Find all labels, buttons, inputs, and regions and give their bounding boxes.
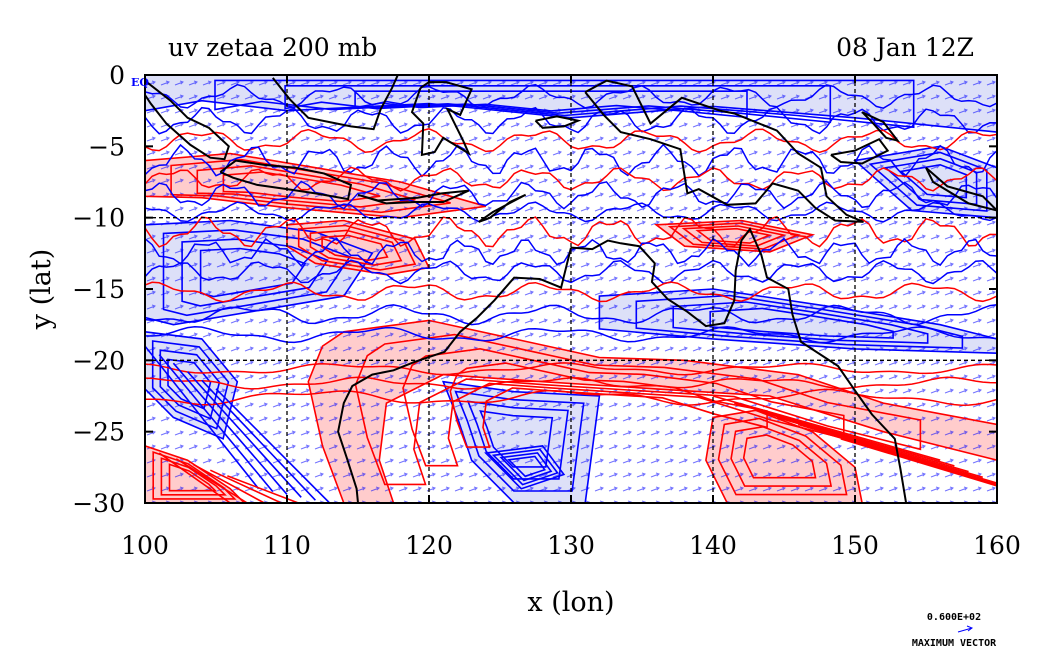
negative-contour-4-1 <box>214 79 915 129</box>
x-tick-label-150: 150 <box>831 531 879 560</box>
negative-contour-5-1 <box>868 151 988 212</box>
vector-legend-arrow <box>957 627 973 633</box>
negative-contour-6-3 <box>507 455 547 478</box>
coastline-java <box>219 159 353 201</box>
negative-contour-1-0 <box>441 380 601 503</box>
positive-contour-1-0 <box>705 409 863 503</box>
negative-contour-0-0 <box>145 330 239 440</box>
positive-contour-4-1 <box>297 224 417 271</box>
coastline-australia <box>570 227 908 503</box>
se-contour-1 <box>734 402 955 467</box>
se-contour-0 <box>712 395 941 461</box>
negative-contour-1-3 <box>479 410 554 468</box>
vector-legend-label: MAXIMUM VECTOR <box>912 638 997 649</box>
negative-contour-3-3 <box>709 307 894 339</box>
negative-contour-0-1 <box>151 340 230 430</box>
x-tick-label-140: 140 <box>689 531 737 560</box>
coastline-solomons <box>925 166 997 212</box>
x-axis-label: x (lon) <box>527 587 614 618</box>
positive-contour-0-2 <box>402 347 845 467</box>
negative-contour-1-1 <box>454 390 585 492</box>
sw-pos-contour-0 <box>158 452 231 503</box>
y-tick-label-15: −15 <box>72 275 125 304</box>
y-tick-label-10: −10 <box>72 204 125 233</box>
positive-contour-5-3 <box>695 227 773 244</box>
zonal-contour-11 <box>145 304 997 326</box>
se-contour-3 <box>776 416 984 479</box>
sw-contour-1 <box>158 354 274 493</box>
negative-contour-3-0 <box>598 288 997 355</box>
coastline-new-ireland <box>861 111 901 143</box>
coastline-new-britain <box>830 137 890 165</box>
sw-pos-contour-3 <box>209 469 282 503</box>
coastline-west <box>337 247 572 503</box>
chart-title: uv zetaa 200 mb <box>168 33 377 62</box>
positive-contour-2-3 <box>168 463 218 492</box>
se-contour-2 <box>755 409 969 473</box>
y-tick-label-20: −20 <box>72 346 125 375</box>
zonal-contour-10 <box>145 281 997 303</box>
negative-contour-3-1 <box>635 294 964 349</box>
chart-subtitle: 08 Jan 12Z <box>836 33 974 62</box>
positive-contour-1-2 <box>730 425 833 487</box>
sw-contour-4 <box>201 379 316 501</box>
y-axis-label: y (lat) <box>26 249 57 331</box>
sw-contour-3 <box>187 371 302 498</box>
y-tick-label-5: −5 <box>88 132 125 161</box>
equator-label: EQ <box>131 76 149 89</box>
coastline-sulawesi <box>410 81 473 157</box>
coastline-borneo <box>272 75 399 131</box>
sw-contour-2 <box>172 362 288 495</box>
sw-contour-5 <box>215 388 331 503</box>
coastlines <box>145 75 997 503</box>
y-tick-labels: 0 −5 −10 −15 −20 −25 −30 <box>72 61 125 518</box>
negative-contour-1-2 <box>466 400 569 480</box>
x-tick-label-120: 120 <box>405 531 453 560</box>
positive-contour-0-3 <box>449 362 768 448</box>
negative-contour-4-2 <box>284 85 832 124</box>
negative-contour-6-1 <box>491 448 559 486</box>
zonal-contour-9 <box>145 259 997 285</box>
positive-contour-4-0 <box>286 219 431 276</box>
positive-contour-1-3 <box>742 434 817 479</box>
y-tick-label-25: −25 <box>72 418 125 447</box>
sw-pos-contour-1 <box>175 458 248 503</box>
positive-contour-5-0 <box>653 219 816 253</box>
x-tick-label-130: 130 <box>547 531 595 560</box>
negative-contour-6-2 <box>499 452 553 482</box>
x-tick-labels: 100 110 120 130 140 150 160 <box>121 531 1021 560</box>
x-tick-label-110: 110 <box>263 531 311 560</box>
vector-legend-value: 0.600E+02 <box>927 612 981 623</box>
coastline-seram <box>534 115 582 129</box>
x-tick-label-100: 100 <box>121 531 169 560</box>
coastline-lesser-sunda <box>357 189 470 205</box>
x-tick-label-160: 160 <box>973 531 1021 560</box>
negative-contour-6-0 <box>484 445 566 490</box>
positive-contour-2-2 <box>160 457 227 496</box>
vector-legend-arrowhead <box>966 625 974 632</box>
positive-contour-5-2 <box>681 225 787 247</box>
coastline-sumatra <box>145 79 230 161</box>
positive-contour-4-2 <box>309 229 403 266</box>
negative-contour-5-0 <box>853 145 997 219</box>
y-tick-label-30: −30 <box>72 489 125 518</box>
axis-ticks <box>144 74 998 504</box>
se-contour-6 <box>840 438 997 487</box>
coastline-timor <box>478 193 527 223</box>
negative-contour-2-1 <box>162 229 352 317</box>
positive-contour-1-1 <box>717 417 848 496</box>
positive-contour-3-0 <box>145 152 487 219</box>
positive-contour-2-0 <box>145 445 246 503</box>
y-tick-label-0: 0 <box>109 61 125 90</box>
sw-pos-contour-2 <box>192 463 265 503</box>
negative-contour-0-2 <box>159 349 221 420</box>
sw-contour-0 <box>145 345 260 490</box>
positive-contour-0-1 <box>354 333 922 486</box>
coastline-new-guinea <box>584 79 864 223</box>
